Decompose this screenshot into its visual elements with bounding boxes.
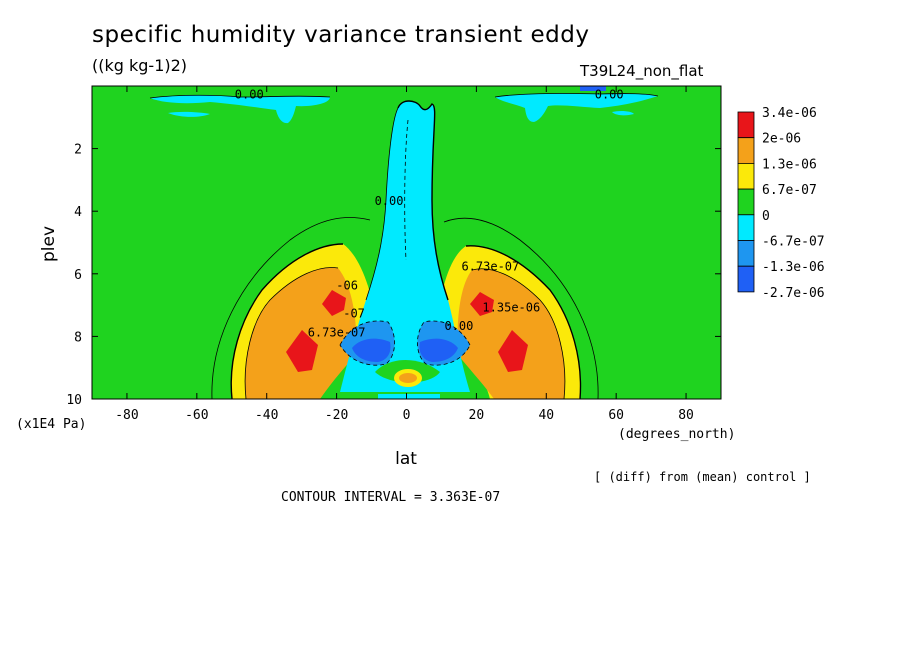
fill-negative-upper-left-b [168,111,210,117]
fill-negative-upper-left [150,95,330,124]
colorbar-label: -6.7e-07 [762,235,825,250]
run-label: T39L24_non_flat [580,62,704,80]
fill-negative-upper-right-b [612,110,634,116]
fill-positive3-right-lower [498,330,528,372]
colorbar-swatch [737,188,755,216]
fill-negative1-bottom [378,394,440,399]
x-axis-label: lat [395,449,417,469]
x-tick-label: -80 [115,408,138,423]
fill-negative-upper-right [495,93,658,122]
x-tick-label: 60 [608,408,624,423]
x-tick-label: -60 [185,408,208,423]
fill-cap-right [580,86,606,91]
contour-lines [149,93,659,399]
contour-label: 6.73e-07 [308,325,366,339]
fill-positive2-center [399,373,417,383]
colorbar-label: 3.4e-06 [762,106,817,121]
chart-units: ((kg kg-1)2) [92,56,188,75]
contour-fill [92,86,721,399]
contour-lines-negative [339,119,471,366]
diff-note: [ (diff) from (mean) control ] [594,470,811,484]
x-axis-unit: (degrees_north) [618,427,735,442]
x-tick-label: 80 [678,408,694,423]
colorbar-swatch [737,240,755,267]
colorbar-label: 1.3e-06 [762,157,817,172]
colorbar-swatch [737,265,755,293]
colorbar-swatch [737,111,755,139]
y-axis-label: plev [39,226,59,262]
fill-positive3-right-upper [470,292,494,316]
contour-label: 0.00 [235,88,264,102]
colorbar-swatch [737,162,755,190]
colorbar-legend: 3.4e-06 2e-06 1.3e-06 6.7e-07 0 -6.7e-07 -1.3e… [737,106,825,301]
colorbar-label: 0 [762,209,770,224]
contour-label: 6.73e-07 [461,260,519,274]
y-tick-label: 8 [74,330,82,345]
chart-title: specific humidity variance transient edd… [92,22,590,48]
contour-label: -07 [343,307,365,321]
contour-label: 0.00 [444,319,473,333]
y-tick-label: 10 [66,393,82,408]
contour-label: 0.00 [595,88,624,102]
colorbar-swatch [737,137,755,164]
fill-positive3-left-upper [322,290,346,316]
contour-label: 0.00 [375,194,404,208]
colorbar-swatch [737,214,755,241]
colorbar-label: -1.3e-06 [762,260,825,275]
fill-positive3-left-lower [286,330,318,372]
colorbar-label: -2.7e-06 [762,286,825,301]
fill-negative1-center [340,101,470,392]
contour-interval-label: CONTOUR INTERVAL = 3.363E-07 [281,490,501,505]
y-tick-label: 2 [74,143,82,158]
contour-label: -06 [336,278,358,292]
contour-label: 1.35e-06 [482,300,540,314]
x-tick-label: -40 [255,408,278,423]
x-tick-label: 20 [469,408,485,423]
y-axis: 2 4 6 8 10 [66,143,721,408]
fill-negative3-right [419,338,458,362]
fill-negative3-left [352,338,391,362]
x-tick-label: 0 [403,408,411,423]
x-axis: -80 -60 -40 -20 0 20 40 60 80 [115,86,694,423]
colorbar-label: 6.7e-07 [762,183,817,198]
x-tick-label: -20 [325,408,348,423]
x-tick-label: 40 [538,408,554,423]
y-axis-unit: (x1E4 Pa) [16,417,86,432]
contour-labels: 0.00 0.00 0.00 6.73e-07 1.35e-06 0.00 -06 -07 6.… [235,88,624,340]
y-tick-label: 6 [74,268,82,283]
y-tick-label: 4 [74,205,82,220]
colorbar-label: 2e-06 [762,132,801,147]
